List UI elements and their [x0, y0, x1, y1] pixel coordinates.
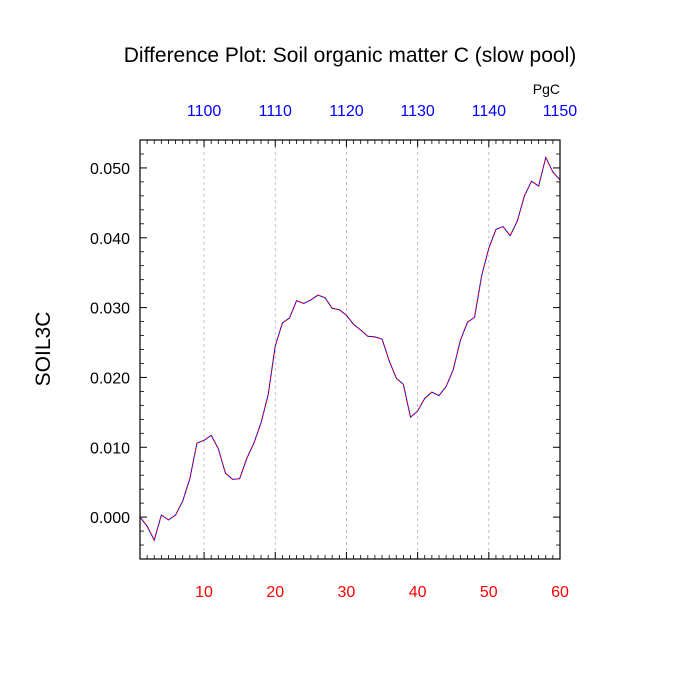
x-top-tick-label: 1120 — [329, 103, 364, 120]
y-tick-label: 0.030 — [90, 301, 130, 318]
x-bottom-tick-label: 20 — [266, 584, 284, 601]
chart-title: Difference Plot: Soil organic matter C (… — [124, 44, 576, 67]
x-bottom-tick-label: 30 — [338, 584, 356, 601]
x-bottom-tick-label: 50 — [480, 584, 498, 601]
x-top-tick-label: 1130 — [400, 103, 435, 120]
units-label: PgC — [533, 81, 560, 97]
y-tick-label: 0.040 — [90, 231, 130, 248]
x-top-tick-label: 1100 — [187, 103, 222, 120]
y-axis-label: SOIL3C — [32, 312, 55, 387]
x-bottom-tick-label: 10 — [195, 584, 213, 601]
tick-marks — [139, 139, 561, 560]
y-tick-label: 0.020 — [90, 370, 130, 387]
x-top-tick-label: 1110 — [259, 103, 292, 120]
x-bottom-tick-label: 40 — [409, 584, 427, 601]
y-tick-label: 0.000 — [90, 510, 130, 527]
y-tick-label: 0.050 — [90, 161, 130, 178]
y-tick-label: 0.010 — [90, 440, 130, 457]
tick-labels: 10 20 30 40 50 60 1100 1110 1120 1130 1140 1150 0.00… — [90, 103, 577, 601]
series-line-dash — [139, 156, 561, 542]
grid-lines — [203, 140, 490, 559]
plot-frame — [139, 139, 561, 560]
x-bottom-tick-label: 60 — [551, 584, 569, 601]
x-top-tick-label: 1140 — [472, 103, 507, 120]
series-line — [139, 156, 561, 542]
x-top-tick-label: 1150 — [543, 103, 578, 120]
